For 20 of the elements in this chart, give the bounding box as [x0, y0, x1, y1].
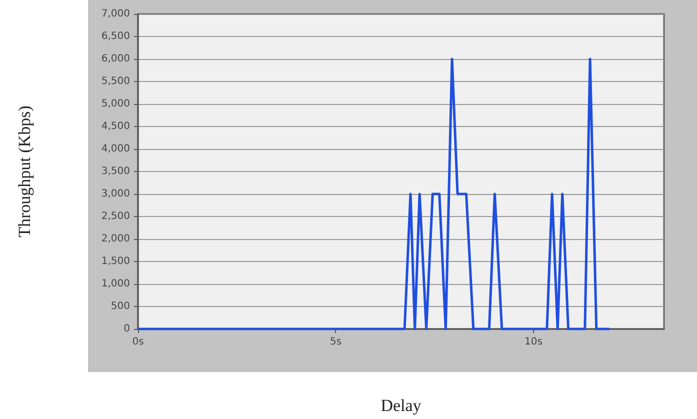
- y-tick-label: 2,500: [101, 211, 130, 222]
- y-tick-label: 6,500: [101, 31, 130, 42]
- x-tick-label: 10s: [524, 336, 542, 348]
- x-axis-title: Delay: [380, 396, 422, 415]
- y-tick-label: 5,000: [101, 98, 130, 110]
- x-tick-label: 0s: [132, 336, 144, 348]
- y-tick-label: 1,500: [101, 256, 130, 267]
- y-tick-label: 2,000: [101, 234, 130, 244]
- y-tick-label: 4,000: [101, 144, 130, 154]
- y-tick-label: 4,500: [101, 121, 130, 132]
- y-axis-title: Throughput (Kbps): [15, 106, 34, 238]
- y-tick-label: 5,500: [101, 76, 130, 87]
- y-tick-label: 1,000: [101, 278, 130, 290]
- x-tick-label: 5s: [330, 336, 342, 348]
- y-tick-label: 3,500: [101, 166, 130, 177]
- y-tick-label: 6,000: [101, 54, 130, 64]
- y-tick-label: 0: [124, 324, 130, 334]
- y-tick-label: 7,000: [101, 8, 130, 20]
- y-tick-label: 3,000: [101, 188, 130, 200]
- y-tick-label: 500: [110, 301, 130, 312]
